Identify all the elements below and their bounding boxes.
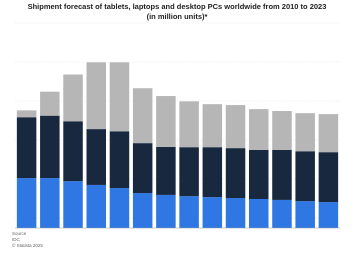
bar-segment [132,193,153,228]
bar-segment [63,181,83,228]
bar-segment [156,146,176,195]
bar-segment [272,111,292,150]
bar-segment [40,115,60,179]
bar-segment [63,74,83,122]
chart-title: Shipment forecast of tablets, laptops an… [28,2,327,11]
bar-segment [40,178,60,228]
bar-segment [109,62,130,132]
bar-segment [16,110,37,118]
bar-segment [272,199,292,228]
bar-segment [156,194,176,228]
bar-segment [132,88,153,144]
plot [15,22,340,229]
bar-segment [202,197,223,228]
bar-segment [179,147,199,197]
source-text: IDC [12,237,21,242]
bar-segment [318,202,339,228]
bar-segment [295,113,315,152]
bar-segment [225,105,246,149]
copyright: © Statista 2025 [12,242,43,248]
chart-subtitle: (in million units)* [147,12,208,21]
bar-segment [179,196,199,228]
bar-segment [295,151,315,202]
bar-segment [179,101,199,148]
bar-segment [40,91,60,116]
bar-segment [202,104,223,148]
bar-segment [249,150,269,199]
bar-segment [86,129,106,185]
bar-segment [225,148,246,199]
bar-segment [318,152,339,203]
bar-segment [318,114,339,153]
bar-segment [109,188,130,228]
bar-segment [202,147,223,198]
bar-segment [156,96,176,147]
bar-segment [272,150,292,200]
bar-segment [16,117,37,179]
bar-segment [132,143,153,194]
bar-segment [109,131,130,189]
bar-segment [249,198,269,228]
bar-segment [86,184,106,228]
bar-segment [86,62,106,130]
bar-segment [225,198,246,228]
bar-segment [249,109,269,150]
bar-segment [63,121,83,182]
bar-segment [295,201,315,228]
source-label: Source [12,231,27,236]
bar-segment [16,178,37,228]
